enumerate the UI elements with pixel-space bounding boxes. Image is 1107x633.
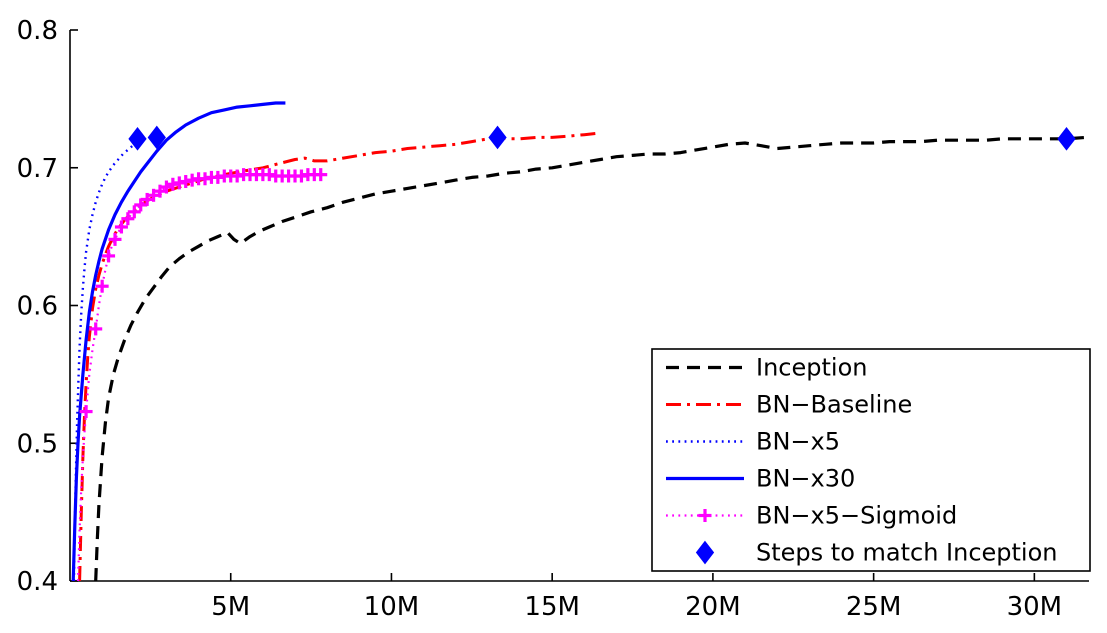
legend-label: Inception [756,354,867,382]
legend-label: BN−x30 [756,465,855,493]
series-5 [76,168,328,582]
series-line [72,137,142,582]
x-tick-label: 25M [846,592,902,622]
series-2 [78,131,598,582]
legend-item: Inception [666,354,867,382]
diamond-marker-icon [128,127,147,151]
legend-label: BN−Baseline [756,391,912,419]
x-tick-label: 30M [1007,592,1063,622]
legend-box [651,348,1091,572]
legend: Inception BN−Baseline BN−x5 BN−x30 BN−x5−Sig… [651,348,1091,572]
y-tick-label: 0.6 [17,292,58,322]
y-tick-label: 0.8 [17,16,58,46]
x-tick-label: 10M [364,592,420,622]
diamond-marker-icon [488,125,507,150]
legend-item: BN−x30 [666,465,855,493]
x-tick-label: 15M [524,592,580,622]
x-tick-label: 20M [685,592,741,622]
legend-item: BN−x5−Sigmoid [666,502,957,530]
y-tick-label: 0.7 [17,154,58,184]
diamond-marker-icon [147,125,166,150]
series-line [78,131,598,582]
diamond-marker-icon [695,540,715,565]
axes: 5M 10M 15M 20M 25M 30M 0.4 0.5 0.6 0.7 0.8 [17,16,1089,622]
series-line [71,101,286,582]
series-1 [94,135,1086,582]
series-3 [72,137,142,582]
legend-label: BN−x5 [756,428,840,456]
legend-label: BN−x5−Sigmoid [756,502,957,530]
series-6 [128,125,1076,151]
legend-label: Steps to match Inception [756,539,1058,567]
series-4 [71,101,286,582]
legend-item: BN−Baseline [666,391,912,419]
y-tick-label: 0.5 [17,429,58,459]
x-tick-label: 5M [211,592,250,622]
y-tick-label: 0.4 [17,567,58,597]
legend-item: Steps to match Inception [695,539,1058,567]
diamond-marker-icon [1057,127,1076,151]
series-line [94,135,1086,582]
legend-item: BN−x5 [666,428,840,456]
